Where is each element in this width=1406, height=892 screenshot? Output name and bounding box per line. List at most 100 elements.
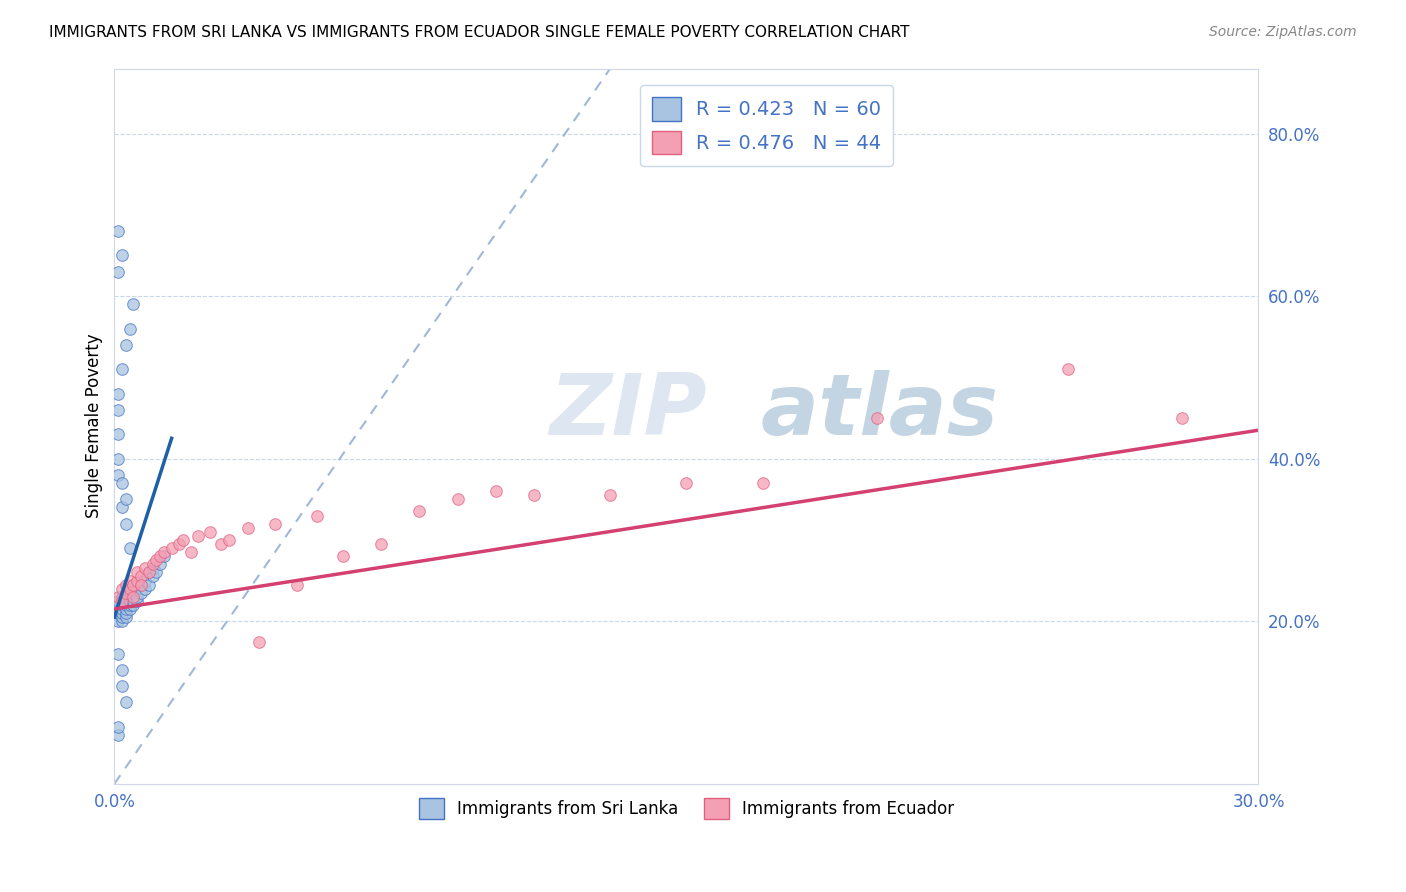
Point: [118, 582, 141, 596]
Point: [115, 586, 138, 600]
Point: [107, 451, 129, 466]
Point: [111, 610, 134, 624]
Point: [263, 516, 285, 531]
Point: [370, 537, 392, 551]
Point: [111, 362, 134, 376]
Point: [111, 663, 134, 677]
Text: atlas: atlas: [761, 370, 998, 453]
Point: [180, 545, 202, 559]
Point: [107, 402, 129, 417]
Point: [127, 574, 149, 588]
Point: [141, 561, 163, 575]
Point: [107, 728, 129, 742]
Point: [149, 549, 172, 564]
Point: [167, 537, 190, 551]
Point: [122, 297, 145, 311]
Point: [122, 598, 145, 612]
Point: [122, 586, 145, 600]
Point: [115, 610, 138, 624]
Point: [129, 577, 152, 591]
Point: [134, 582, 156, 596]
Point: [118, 541, 141, 555]
Point: [122, 594, 145, 608]
Point: [115, 338, 138, 352]
Point: [118, 594, 141, 608]
Point: [118, 602, 141, 616]
Point: [107, 720, 129, 734]
Point: [115, 516, 138, 531]
Point: [134, 574, 156, 588]
Point: [127, 590, 149, 604]
Point: [107, 427, 129, 442]
Point: [115, 606, 138, 620]
Text: IMMIGRANTS FROM SRI LANKA VS IMMIGRANTS FROM ECUADOR SINGLE FEMALE POVERTY CORRE: IMMIGRANTS FROM SRI LANKA VS IMMIGRANTS …: [49, 25, 910, 40]
Point: [332, 549, 354, 564]
Text: ZIP: ZIP: [550, 370, 707, 453]
Point: [107, 602, 129, 616]
Legend: Immigrants from Sri Lanka, Immigrants from Ecuador: Immigrants from Sri Lanka, Immigrants fr…: [412, 792, 960, 825]
Point: [129, 569, 152, 583]
Point: [111, 248, 134, 262]
Point: [107, 467, 129, 482]
Point: [1056, 362, 1078, 376]
Point: [107, 224, 129, 238]
Y-axis label: Single Female Poverty: Single Female Poverty: [86, 334, 103, 518]
Point: [247, 634, 270, 648]
Point: [172, 533, 194, 547]
Point: [111, 679, 134, 693]
Point: [751, 476, 773, 491]
Point: [138, 566, 160, 580]
Point: [118, 590, 141, 604]
Point: [115, 602, 138, 616]
Point: [129, 586, 152, 600]
Point: [446, 492, 468, 507]
Point: [115, 598, 138, 612]
Point: [153, 549, 176, 564]
Point: [675, 476, 697, 491]
Point: [129, 577, 152, 591]
Point: [111, 590, 134, 604]
Point: [523, 488, 546, 502]
Point: [111, 500, 134, 515]
Point: [118, 321, 141, 335]
Point: [198, 524, 221, 539]
Point: [111, 582, 134, 596]
Point: [138, 577, 160, 591]
Point: [141, 558, 163, 572]
Point: [218, 533, 240, 547]
Point: [115, 590, 138, 604]
Point: [187, 529, 209, 543]
Point: [118, 598, 141, 612]
Point: [115, 577, 138, 591]
Point: [866, 411, 889, 425]
Point: [287, 577, 309, 591]
Point: [115, 696, 138, 710]
Point: [111, 602, 134, 616]
Point: [149, 558, 172, 572]
Point: [127, 594, 149, 608]
Point: [145, 566, 167, 580]
Point: [107, 265, 129, 279]
Point: [599, 488, 621, 502]
Point: [107, 590, 129, 604]
Point: [111, 594, 134, 608]
Point: [115, 492, 138, 507]
Point: [236, 521, 259, 535]
Point: [305, 508, 328, 523]
Point: [118, 574, 141, 588]
Point: [122, 577, 145, 591]
Point: [209, 537, 232, 551]
Point: [153, 545, 176, 559]
Point: [138, 566, 160, 580]
Point: [107, 598, 129, 612]
Point: [111, 598, 134, 612]
Point: [107, 594, 129, 608]
Point: [141, 569, 163, 583]
Point: [111, 614, 134, 628]
Point: [107, 647, 129, 661]
Point: [107, 614, 129, 628]
Point: [127, 566, 149, 580]
Text: Source: ZipAtlas.com: Source: ZipAtlas.com: [1209, 25, 1357, 39]
Point: [408, 504, 430, 518]
Point: [111, 606, 134, 620]
